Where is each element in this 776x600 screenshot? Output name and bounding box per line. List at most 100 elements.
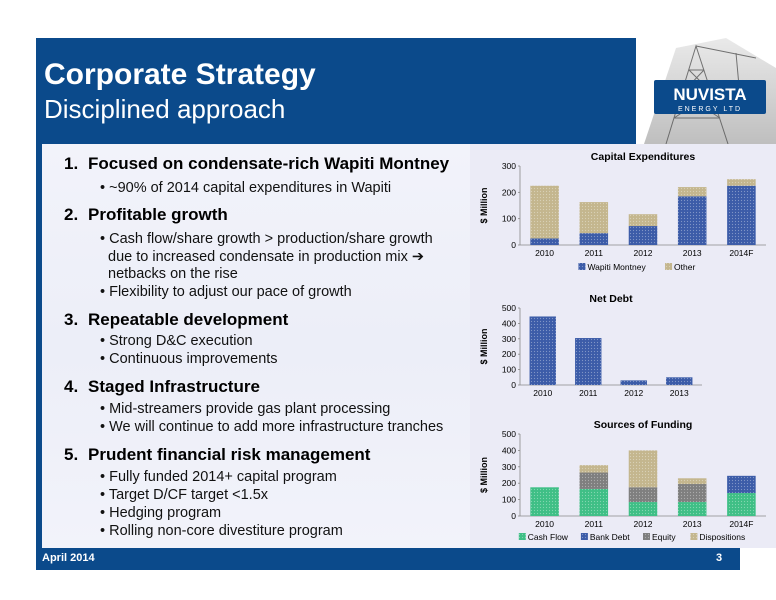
bar xyxy=(530,238,559,245)
strategy-bullet: • Fully funded 2014+ capital program xyxy=(100,469,337,485)
bar xyxy=(677,187,707,197)
bar xyxy=(579,233,609,245)
bar xyxy=(575,338,602,385)
strategy-bullet: • Target D/CF target <1.5x xyxy=(100,487,269,503)
bar xyxy=(727,493,756,516)
strategy-bullet-cont: netbacks on the rise xyxy=(108,266,238,282)
bar xyxy=(628,226,658,245)
slide-title: Corporate Strategy xyxy=(44,58,316,91)
strategy-bullet: • Flexibility to adjust our pace of grow… xyxy=(100,284,352,300)
y-tick-label: 0 xyxy=(511,240,516,250)
bar xyxy=(628,487,658,503)
logo-tagline: ENERGY LTD xyxy=(678,106,742,113)
legend-entry: Dispositions xyxy=(699,532,745,542)
bar xyxy=(579,472,609,489)
x-tick-label: 2011 xyxy=(585,519,604,529)
x-tick-label: 2010 xyxy=(535,519,554,529)
y-tick-label: 0 xyxy=(511,511,516,521)
y-tick-label: 400 xyxy=(502,318,516,328)
y-tick-label: 200 xyxy=(502,187,516,197)
chart-svg: Capital Expenditures $ Million 0 100 200 300 2… xyxy=(479,151,766,272)
y-tick-label: 200 xyxy=(502,349,516,359)
footer-date: April 2014 xyxy=(42,552,95,564)
x-tick-label: 2010 xyxy=(535,248,554,258)
bar xyxy=(727,179,756,186)
charts-panel xyxy=(470,144,776,548)
strategy-heading-1: 1. Focused on condensate-rich Wapiti Mont… xyxy=(64,154,450,173)
bar xyxy=(579,488,609,516)
strategy-bullet: • Continuous improvements xyxy=(100,351,278,367)
bar xyxy=(530,487,559,516)
slide-subtitle: Disciplined approach xyxy=(44,94,286,124)
legend-entry: Equity xyxy=(652,532,676,542)
bar xyxy=(579,465,609,473)
legend-swatch xyxy=(578,263,586,270)
strategy-heading-4: 4. Staged Infrastructure xyxy=(64,377,260,396)
chart-title: Capital Expenditures xyxy=(591,151,696,163)
strategy-bullet: • ~90% of 2014 capital expenditures in W… xyxy=(100,180,392,196)
strategy-bullet: • Rolling non-core divestiture program xyxy=(100,523,343,539)
legend-entry: Wapiti Montney xyxy=(587,262,646,272)
chart-title: Sources of Funding xyxy=(594,419,693,431)
chart-svg: Sources of Funding $ Million 0 100 200 300 400… xyxy=(479,419,766,542)
bar xyxy=(677,502,707,516)
legend-swatch xyxy=(580,533,588,540)
chart-svg: Net Debt $ Million 0 100 200 300 400 500 2010 201… xyxy=(479,293,702,398)
y-tick-label: 500 xyxy=(502,429,516,439)
y-tick-label: 100 xyxy=(502,495,516,505)
bar xyxy=(727,185,756,245)
y-tick-label: 300 xyxy=(502,334,516,344)
bar xyxy=(579,202,609,234)
x-tick-label: 2013 xyxy=(670,388,689,398)
strategy-heading-5: 5. Prudent financial risk management xyxy=(64,445,371,464)
strategy-bullet: • Strong D&C execution xyxy=(100,333,253,349)
bar xyxy=(620,380,647,385)
funding-chart: Sources of Funding $ Million 0 100 200 300 400… xyxy=(476,416,772,548)
x-tick-label: 2013 xyxy=(683,519,702,529)
bar xyxy=(628,502,658,516)
legend-swatch xyxy=(690,533,698,540)
x-tick-label: 2014F xyxy=(729,248,753,258)
company-logo: NUVISTA ENERGY LTD xyxy=(636,38,776,144)
legend-entry: Bank Debt xyxy=(590,532,630,542)
legend-swatch xyxy=(643,533,650,540)
y-tick-label: 0 xyxy=(511,380,516,390)
strategy-heading-2: 2. Profitable growth xyxy=(64,205,228,224)
legend-swatch xyxy=(665,263,673,270)
x-tick-label: 2010 xyxy=(533,388,552,398)
x-tick-label: 2013 xyxy=(683,248,702,258)
y-tick-label: 100 xyxy=(502,365,516,375)
legend-swatch xyxy=(518,533,526,540)
bar xyxy=(530,185,559,239)
net-debt-chart: Net Debt $ Million 0 100 200 300 400 500 2010 201… xyxy=(476,290,772,408)
strategy-heading-3: 3. Repeatable development xyxy=(64,310,289,329)
x-tick-label: 2012 xyxy=(624,388,643,398)
y-axis-label: $ Million xyxy=(479,188,489,224)
legend-entry: Cash Flow xyxy=(528,532,569,542)
page-number: 3 xyxy=(716,552,723,564)
bar xyxy=(677,196,707,245)
legend-entry: Other xyxy=(674,262,695,272)
strategy-bullet: • Cash flow/share growth > production/sh… xyxy=(100,231,433,247)
capex-chart: Capital Expenditures $ Million 0 100 200 300 2… xyxy=(476,148,772,278)
bar xyxy=(727,475,756,494)
x-tick-label: 2011 xyxy=(585,248,604,258)
logo-wordmark: NUVISTA xyxy=(673,85,746,104)
x-tick-label: 2014F xyxy=(729,519,753,529)
x-tick-label: 2011 xyxy=(579,388,598,398)
chart-title: Net Debt xyxy=(589,293,633,305)
bar xyxy=(628,450,658,488)
y-axis-label: $ Million xyxy=(479,457,489,493)
y-axis-label: $ Million xyxy=(479,329,489,365)
y-tick-label: 400 xyxy=(502,445,516,455)
y-tick-label: 100 xyxy=(502,214,516,224)
bar xyxy=(666,377,693,385)
footer-bar xyxy=(36,548,740,570)
bar xyxy=(529,316,556,385)
y-tick-label: 300 xyxy=(502,462,516,472)
content-accent-strip xyxy=(36,144,42,548)
strategy-bullet-cont: due to increased condensate in productio… xyxy=(108,249,425,265)
x-tick-label: 2012 xyxy=(634,519,653,529)
y-tick-label: 500 xyxy=(502,303,516,313)
bar xyxy=(677,478,707,485)
